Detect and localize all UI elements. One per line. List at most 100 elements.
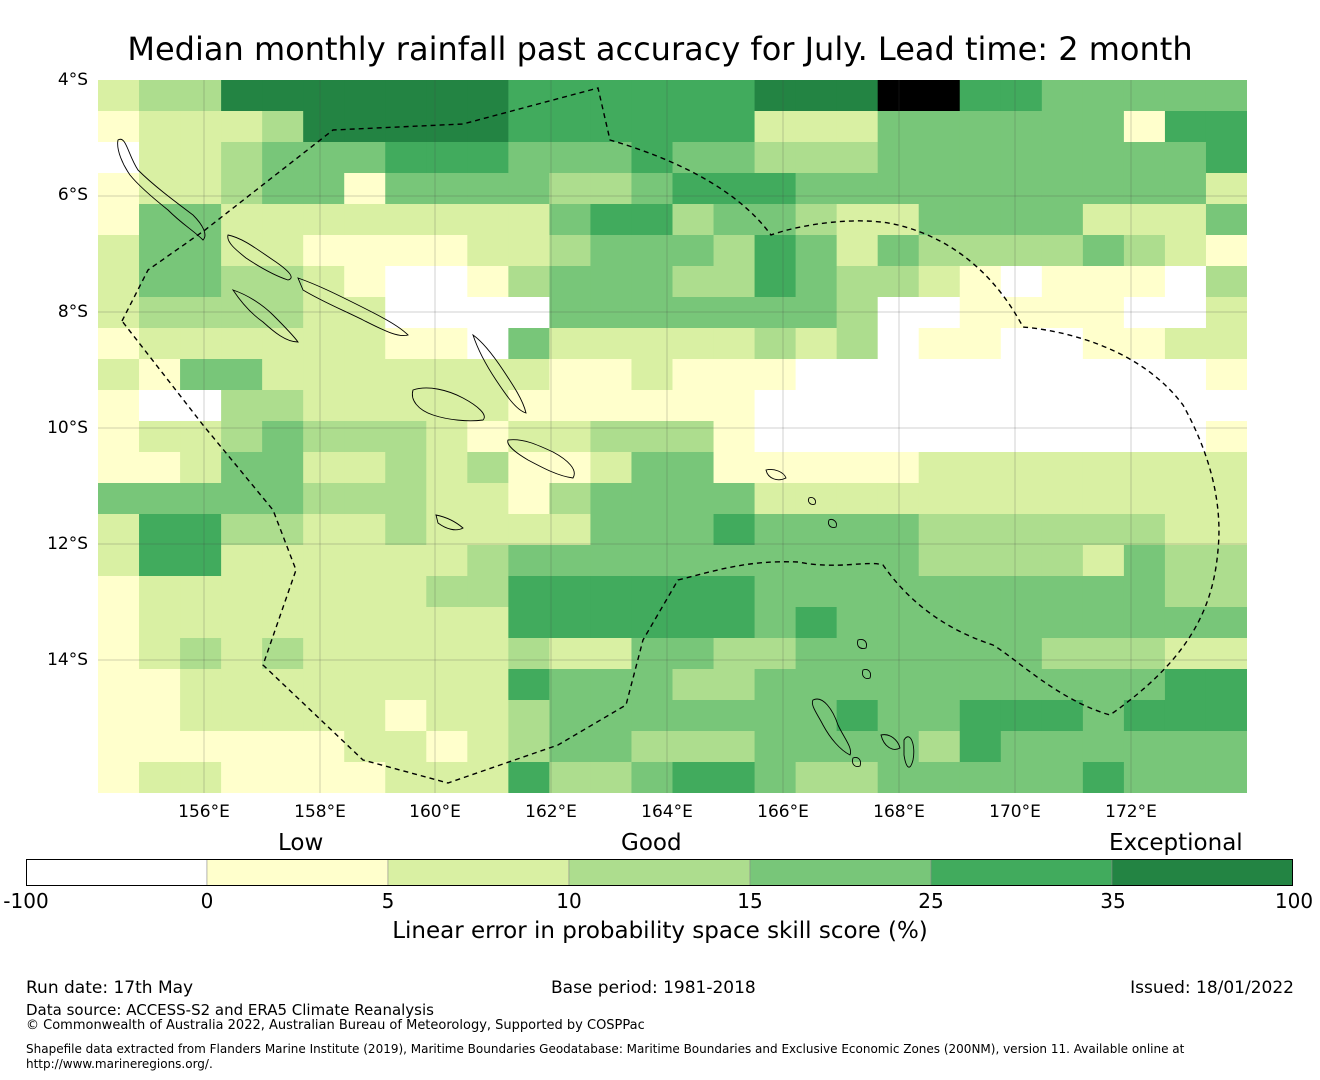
grid-cell: [1082, 80, 1125, 112]
grid-cell: [1164, 700, 1207, 732]
grid-cell: [139, 235, 181, 267]
grid-cell: [959, 638, 1002, 670]
grid-cell: [590, 514, 633, 546]
grid-cell: [385, 80, 427, 112]
legend-category-exceptional: Exceptional: [1109, 830, 1243, 856]
grid-cell: [426, 576, 468, 608]
grid-cell: [139, 359, 181, 391]
grid-cell: [795, 359, 838, 391]
grid-cell: [836, 173, 879, 205]
grid-cell: [426, 111, 468, 143]
grid-cell: [836, 452, 879, 484]
grid-cell: [959, 80, 1002, 112]
grid-cell: [262, 421, 304, 453]
colorbar-tick: 0: [200, 889, 214, 913]
grid-cell: [303, 607, 345, 639]
grid-cell: [918, 638, 961, 670]
grid-cell: [303, 731, 345, 763]
grid-cell: [1041, 142, 1084, 174]
grid-cell: [959, 359, 1002, 391]
grid-cell: [754, 390, 797, 422]
grid-cell: [221, 483, 263, 515]
grid-cell: [795, 235, 838, 267]
grid-cell: [385, 390, 427, 422]
grid-cell: [262, 204, 304, 236]
grid-cell: [877, 669, 920, 701]
grid-cell: [672, 638, 715, 670]
grid-cell: [918, 576, 961, 608]
grid-cell: [795, 266, 838, 298]
grid-cell: [1164, 483, 1207, 515]
grid-cell: [877, 483, 920, 515]
grid-cell: [262, 111, 304, 143]
grid-cell: [98, 173, 140, 205]
grid-cell: [590, 669, 633, 701]
grid-cell: [713, 700, 756, 732]
grid-cell: [98, 297, 140, 329]
colorbar-tick: 25: [918, 889, 944, 913]
grid-cell: [549, 452, 592, 484]
grid-cell: [139, 638, 181, 670]
guadalcanal-island: [411, 387, 485, 422]
grid-cell: [1164, 607, 1207, 639]
grid-cell: [1000, 421, 1043, 453]
grid-cell: [959, 669, 1002, 701]
grid-cell: [1164, 762, 1207, 793]
grid-cell: [1041, 173, 1084, 205]
grid-cell: [303, 669, 345, 701]
grid-cell: [385, 452, 427, 484]
grid-cell: [1041, 297, 1084, 329]
espiritu-santo-island: [811, 698, 852, 756]
grid-cell: [713, 607, 756, 639]
grid-cell: [754, 328, 797, 360]
lon-label-172e: 172°E: [1105, 802, 1157, 822]
grid-cell: [959, 328, 1002, 360]
lon-label-162e: 162°E: [525, 802, 577, 822]
grid-cell: [918, 700, 961, 732]
grid-cell: [1000, 700, 1043, 732]
grid-cell: [344, 514, 386, 546]
grid-cell: [180, 452, 222, 484]
colorbar-swatch: [387, 859, 570, 886]
grid-cell: [918, 762, 961, 793]
grid-cell: [1123, 762, 1166, 793]
grid-cell: [713, 731, 756, 763]
colorbar-swatch: [749, 859, 932, 886]
grid-cell: [754, 142, 797, 174]
grid-cell: [1123, 576, 1166, 608]
bougainville-island: [117, 138, 206, 241]
grid-cell: [877, 328, 920, 360]
grid-cell: [713, 483, 756, 515]
grid-cell: [1041, 80, 1084, 112]
grid-cell: [1082, 173, 1125, 205]
grid-cell: [426, 235, 468, 267]
grid-cell: [713, 576, 756, 608]
grid-cell: [959, 235, 1002, 267]
grid-cell: [1205, 669, 1247, 701]
grid-cell: [139, 297, 181, 329]
grid-cell: [1041, 266, 1084, 298]
grid-cell: [918, 421, 961, 453]
grid-cell: [303, 421, 345, 453]
grid-cell: [918, 173, 961, 205]
grid-cell: [1205, 421, 1247, 453]
grid-cell: [549, 111, 592, 143]
grid-cell: [1000, 762, 1043, 793]
base-period: Base period: 1981-2018: [551, 978, 756, 998]
grid-cell: [1123, 731, 1166, 763]
grid-cell: [672, 762, 715, 793]
grid-cell: [590, 173, 633, 205]
grid-cell: [262, 452, 304, 484]
grid-cell: [1123, 297, 1166, 329]
grid-cell: [303, 638, 345, 670]
colorbar-tick: 10: [556, 889, 582, 913]
grid-cell: [918, 297, 961, 329]
grid-cell: [1205, 762, 1247, 793]
grid-cell: [918, 390, 961, 422]
grid-cell: [1082, 452, 1125, 484]
grid-cell: [713, 359, 756, 391]
grid-cell: [467, 514, 509, 546]
grid-cell: [1164, 297, 1207, 329]
grid-cell: [385, 576, 427, 608]
grid-cell: [631, 762, 674, 793]
